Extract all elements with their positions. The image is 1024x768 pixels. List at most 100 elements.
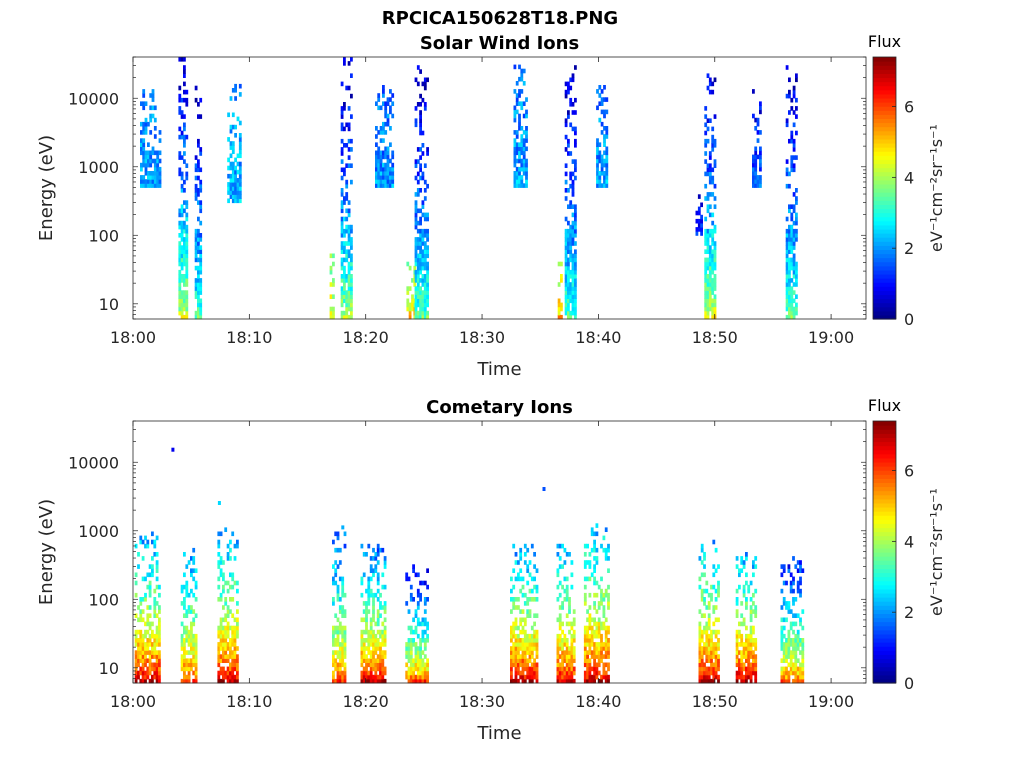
colorbar-swatch (873, 588, 896, 594)
flux-cell (419, 245, 422, 250)
flux-cell (178, 110, 182, 115)
flux-cell (197, 314, 200, 320)
flux-cell (329, 253, 333, 259)
flux-cell (515, 146, 519, 152)
flux-cell (759, 109, 762, 115)
flux-cell (338, 605, 342, 610)
flux-cell (600, 638, 603, 643)
colorbar-swatch (873, 617, 896, 623)
flux-cell (227, 190, 230, 195)
flux-cell (362, 654, 366, 659)
flux-cell (598, 85, 602, 90)
flux-cell (149, 117, 153, 123)
flux-cell (233, 556, 237, 561)
flux-cell (421, 228, 425, 234)
flux-cell (137, 564, 140, 569)
flux-cell (340, 294, 344, 299)
flux-cell (217, 625, 221, 631)
flux-cell (367, 642, 371, 647)
flux-cell (376, 588, 380, 594)
flux-cell (704, 298, 708, 304)
flux-cell (605, 179, 609, 184)
flux-cell (519, 662, 523, 668)
flux-cell (341, 576, 345, 582)
flux-cell (704, 274, 708, 279)
flux-cell (586, 654, 589, 659)
flux-cell (564, 261, 568, 267)
flux-cell (747, 658, 751, 663)
flux-cell (185, 310, 189, 316)
flux-cell (588, 638, 592, 643)
flux-cell (703, 650, 706, 655)
flux-cell (194, 613, 198, 618)
flux-cell (134, 638, 138, 643)
flux-cell (234, 169, 237, 175)
flux-cell (708, 155, 712, 160)
flux-cell (383, 617, 387, 623)
flux-cell (153, 183, 157, 188)
colorbar-swatch (873, 449, 896, 455)
flux-cell (229, 597, 232, 602)
flux-cell (381, 547, 385, 553)
flux-cell (139, 678, 143, 684)
flux-cell (185, 253, 189, 259)
flux-cell (745, 670, 748, 676)
flux-cell (518, 117, 521, 123)
flux-cell (224, 629, 228, 635)
flux-cell (407, 638, 411, 643)
flux-cell (590, 674, 594, 680)
flux-cell (602, 646, 606, 651)
flux-cell (199, 200, 203, 205)
flux-cell (795, 228, 798, 234)
flux-cell (570, 584, 574, 590)
flux-cell (569, 233, 573, 238)
flux-cell (518, 142, 521, 147)
flux-cell (345, 85, 349, 91)
flux-cell (376, 674, 380, 680)
flux-cell (513, 105, 517, 111)
flux-cell (565, 678, 569, 684)
flux-cell (386, 146, 390, 152)
flux-cell (141, 650, 145, 655)
flux-cell (700, 658, 704, 663)
flux-cell (738, 584, 741, 590)
flux-cell (412, 642, 415, 647)
panel-title: Cometary Ions (426, 397, 573, 418)
flux-cell (180, 261, 184, 267)
flux-cell (340, 147, 344, 152)
flux-cell (421, 249, 425, 254)
flux-cell (605, 183, 609, 188)
flux-cell (419, 220, 422, 226)
flux-cell (571, 294, 575, 299)
flux-cell (226, 678, 230, 684)
flux-cell (194, 597, 198, 602)
flux-cell (426, 249, 429, 254)
flux-cell (518, 121, 521, 127)
flux-cell (419, 658, 422, 663)
colorbar-swatch (873, 147, 896, 152)
flux-cell (343, 102, 346, 107)
flux-cell (571, 282, 575, 287)
flux-cell (569, 290, 573, 295)
flux-cell (192, 547, 196, 553)
flux-cell (347, 200, 351, 205)
flux-cell (379, 642, 382, 647)
flux-cell (421, 678, 425, 684)
flux-cell (194, 294, 198, 299)
flux-cell (588, 617, 592, 623)
flux-cell (794, 654, 798, 659)
flux-cell (714, 670, 718, 676)
flux-cell (334, 531, 338, 537)
flux-cell (336, 597, 340, 602)
flux-cell (742, 646, 746, 651)
flux-cell (711, 233, 715, 238)
flux-cell (183, 237, 186, 242)
flux-cell (183, 642, 186, 647)
flux-cell (185, 212, 189, 218)
flux-cell (222, 588, 225, 594)
flux-cell (419, 118, 422, 123)
flux-cell (238, 190, 242, 195)
flux-cell (796, 629, 800, 635)
flux-cell (564, 257, 568, 263)
